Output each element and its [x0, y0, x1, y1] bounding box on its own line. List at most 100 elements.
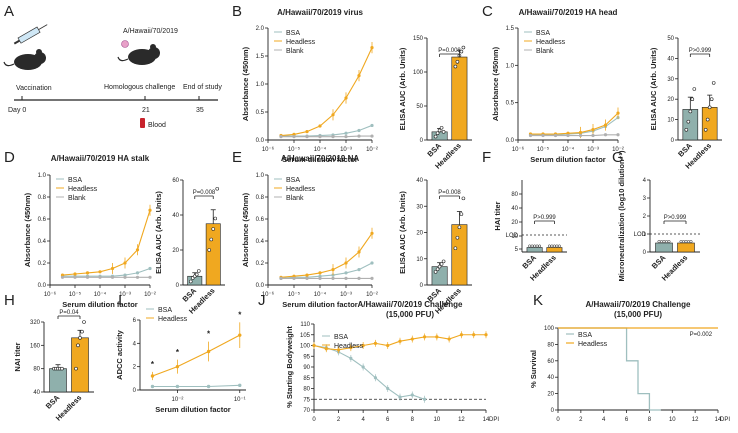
data-point-blank [318, 135, 322, 139]
data-point-bsa [373, 376, 378, 380]
y-tick-label: 0.4 [38, 239, 47, 245]
panel-label-k: K [533, 292, 543, 309]
data-point-headless [472, 333, 476, 337]
sample-point [76, 343, 80, 348]
panel-a-step-challenge: Homologous challenge [104, 84, 175, 91]
data-point-blank [578, 133, 583, 138]
sample-point [692, 87, 697, 91]
data-point-headless [370, 46, 374, 50]
sample-point [453, 246, 458, 251]
data-point-headless [238, 333, 242, 337]
data-point-headless [386, 343, 390, 348]
y-tick-label: 95 [303, 354, 310, 360]
data-point-bsa [357, 268, 361, 272]
lod-label: LOD [634, 232, 647, 238]
sample-point [711, 81, 716, 85]
panel-label-c: C [482, 3, 493, 20]
sample-point [555, 244, 559, 248]
sample-point [689, 240, 693, 243]
y-axis-label: % Survival [529, 350, 538, 388]
y-tick-label: 80 [547, 342, 554, 348]
data-point-headless [603, 123, 608, 127]
y-tick-label: 1.5 [506, 26, 515, 32]
x-tick-label: 10⁻² [144, 292, 156, 298]
data-point-bsa [370, 123, 374, 128]
sample-point [709, 97, 714, 101]
data-point-bsa [135, 271, 140, 275]
data-point-bsa [238, 383, 242, 388]
legend-label-blank: Blank [536, 48, 554, 55]
data-point-headless [410, 337, 414, 341]
data-point-headless [331, 268, 335, 272]
x-tick-label: 14 [483, 417, 490, 423]
y-tick-label: 0 [420, 283, 424, 289]
data-point-headless [175, 364, 180, 369]
chart-subtitle: (15,000 PFU) [386, 310, 434, 319]
sample-point [213, 216, 218, 221]
x-axis-label: Serum dilution factor [530, 155, 606, 164]
bar-bsa [655, 242, 673, 253]
data-point-headless [344, 261, 348, 265]
mouse-tail [117, 56, 129, 62]
significance-star: * [238, 310, 242, 319]
y-tick-label: 110 [300, 322, 310, 328]
y-tick-label: 10 [667, 118, 674, 124]
y-tick-label: 1.0 [506, 63, 515, 69]
p-value: P>0.999 [689, 48, 712, 54]
sample-point [665, 240, 668, 243]
chart-title: A/Hawaii/70/2019 Challenge [586, 300, 691, 309]
x-tick-label: 10⁻⁴ [314, 146, 327, 153]
data-point-headless [357, 74, 361, 78]
data-point-bsa [175, 384, 180, 389]
data-point-headless [318, 124, 322, 128]
sample-point [682, 240, 685, 243]
sample-point [207, 248, 212, 252]
y-tick-label: 10 [416, 257, 423, 263]
panel-label-d: D [4, 149, 15, 166]
legend-label-headless: Headless [68, 186, 98, 193]
x-tick-label: 10 [434, 417, 441, 423]
y-tick-label: 100 [300, 344, 311, 350]
data-point-blank [370, 276, 374, 280]
y-tick-label: 1 [643, 232, 647, 238]
data-point-blank [370, 134, 374, 138]
data-point-blank [344, 135, 348, 139]
sample-point [459, 212, 464, 216]
y-tick-label: 30 [667, 77, 674, 83]
legend-label-headless: Headless [334, 343, 364, 350]
y-tick-label: 40 [667, 56, 674, 62]
legend-label-blank: Blank [286, 195, 304, 202]
y-tick-label: 20 [172, 248, 179, 254]
y-tick-label: 75 [303, 397, 310, 403]
p-value: P=0.008 [438, 190, 461, 196]
x-tick-label: 10⁻¹ [234, 397, 246, 403]
sample-point [687, 240, 690, 243]
data-point-headless [370, 231, 374, 235]
x-tick-label: 10⁻⁵ [69, 291, 82, 298]
bar-bsa [49, 368, 67, 393]
data-point-bsa [386, 386, 390, 391]
y-tick-label: 1.5 [256, 54, 265, 60]
survival-line-bsa [558, 327, 661, 411]
legend-label-bsa: BSA [334, 334, 348, 341]
data-point-blank [135, 275, 140, 279]
y-tick-label: 10 [511, 234, 518, 240]
sample-point [441, 259, 446, 264]
panel-a-day-21: 21 [142, 107, 150, 114]
legend-label-headless: Headless [158, 316, 188, 323]
x-tick-label: 8 [648, 417, 652, 423]
sample-point [437, 128, 442, 133]
y-tick-label: 0 [643, 250, 647, 256]
mouse-head [148, 47, 160, 59]
syringe-icon [13, 24, 48, 45]
x-tick-label-bsa: BSA [650, 253, 668, 271]
data-point-blank [318, 276, 322, 280]
y-tick-label: 80 [33, 367, 40, 373]
series-line-bsa [530, 117, 619, 136]
y-tick-label: 40 [33, 390, 40, 396]
data-point-headless [148, 208, 152, 212]
x-tick-label: 14 [715, 417, 722, 423]
mouse-icon [3, 49, 46, 70]
x-tick-label: 10⁻³ [119, 292, 131, 298]
